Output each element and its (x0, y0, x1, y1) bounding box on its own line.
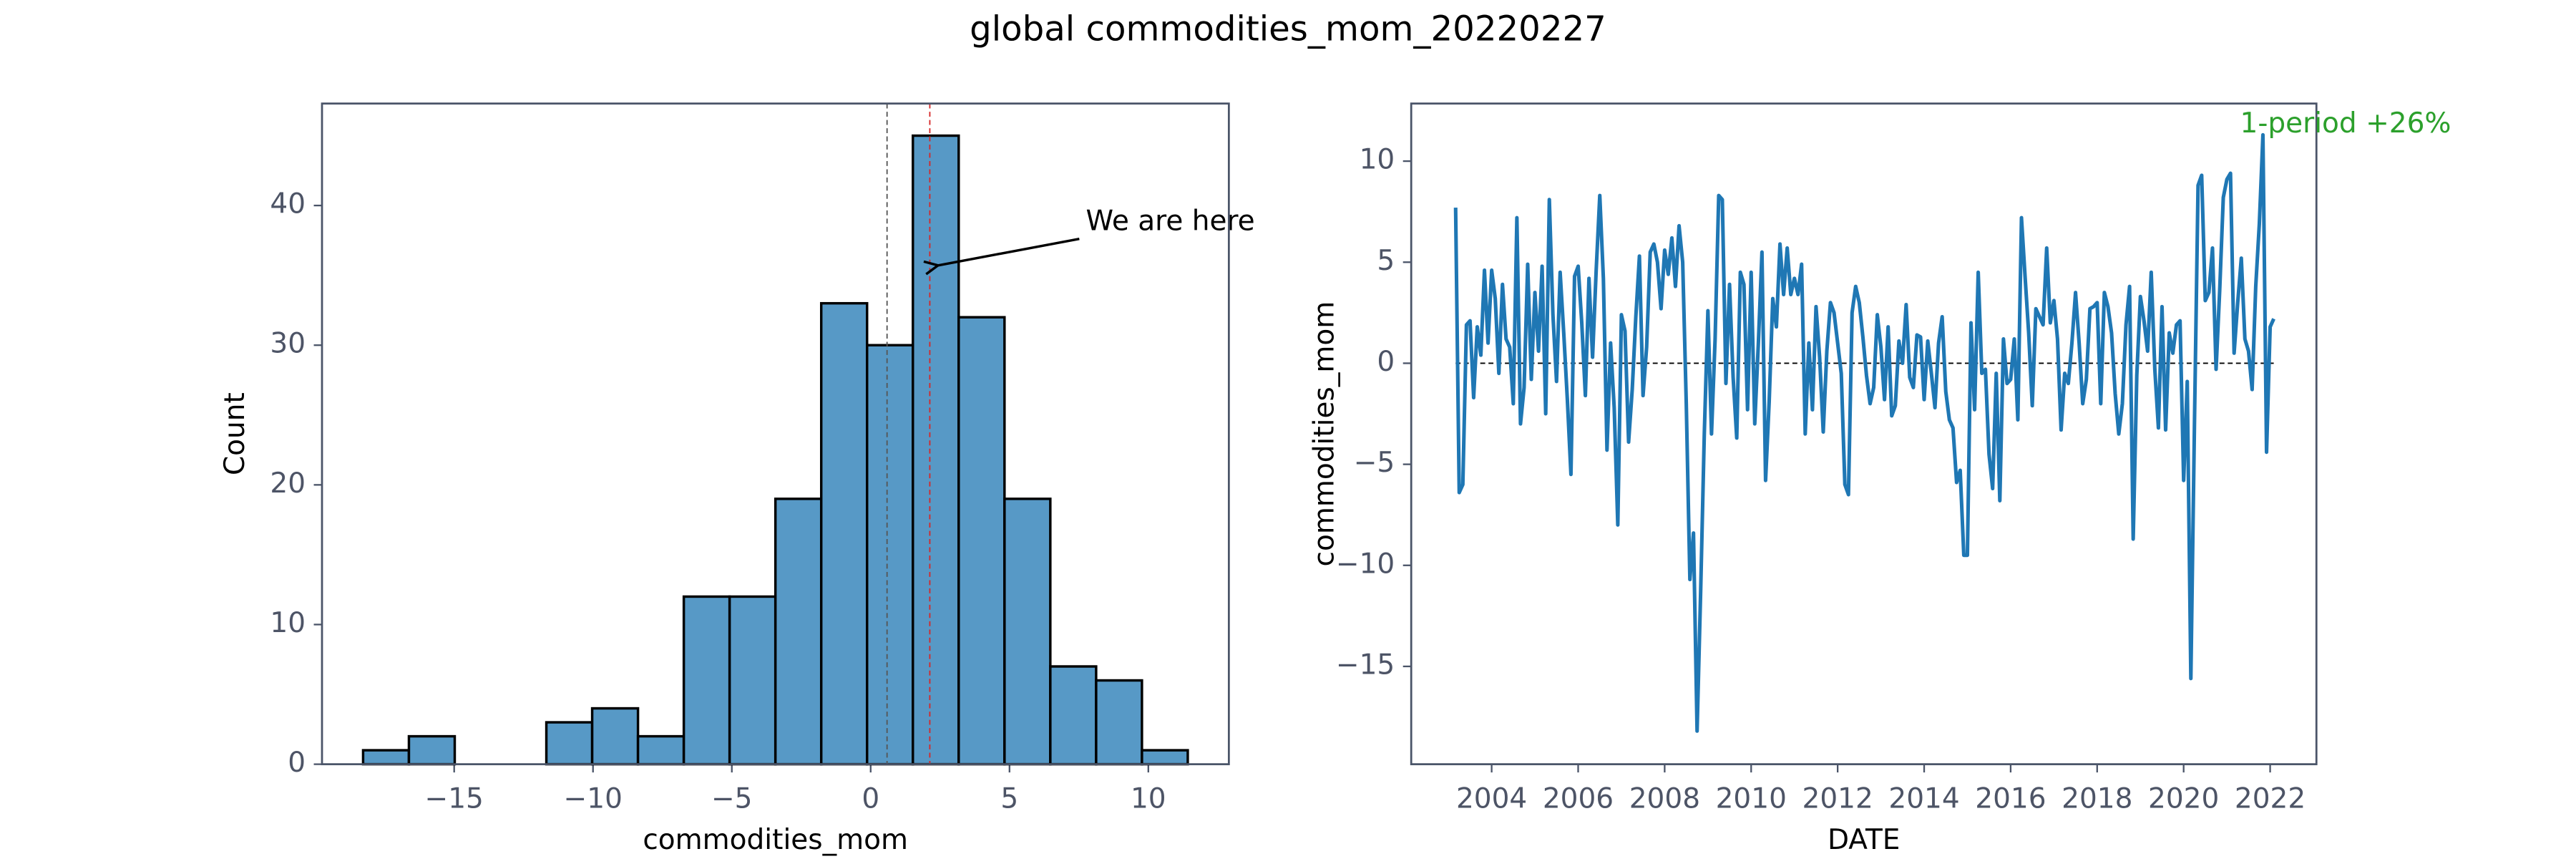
histogram-bar (1003, 498, 1052, 766)
y-tick-label: 0 (1377, 346, 1395, 378)
annotation-arrowhead (923, 260, 941, 276)
x-tick-label: 2010 (1716, 783, 1787, 815)
x-tick-label: 2016 (1975, 783, 2046, 815)
x-tick-label: 2008 (1629, 783, 1700, 815)
x-axis-label: DATE (1828, 824, 1901, 856)
y-tick-label: 0 (288, 747, 306, 779)
y-tick-label: 20 (270, 467, 306, 500)
figure-title: global commodities_mom_20220227 (970, 9, 1606, 49)
histogram-bar (957, 316, 1006, 766)
y-tick-label: −10 (1336, 548, 1395, 580)
annotation: We are here (1086, 205, 1255, 237)
histogram-bar (407, 734, 457, 766)
axes-frame (321, 102, 1230, 765)
x-tick-label: 2020 (2148, 783, 2219, 815)
histogram-bar (1141, 749, 1189, 766)
histogram-bar (361, 749, 411, 766)
x-tick-label: 0 (862, 783, 879, 815)
data-line (1453, 132, 2275, 733)
y-tick-label: 10 (1360, 144, 1395, 176)
histogram-bar (1095, 679, 1143, 766)
x-tick-label: 2006 (1543, 783, 1614, 815)
x-tick-label: −10 (564, 783, 623, 815)
histogram-bar (774, 498, 823, 766)
histogram-bar (866, 344, 914, 766)
y-tick-label: 30 (270, 328, 306, 360)
y-tick-label: 10 (270, 607, 306, 639)
x-tick-label: −15 (425, 783, 484, 815)
histogram-bar (1049, 665, 1098, 766)
x-tick-label: 2004 (1456, 783, 1527, 815)
x-tick-label: 2018 (2062, 783, 2132, 815)
histogram-bar (545, 721, 594, 766)
histogram-bar (590, 707, 640, 766)
axes-frame (1410, 102, 2318, 765)
histogram-bar (682, 595, 731, 766)
histogram-bar (636, 734, 686, 766)
x-tick-label: 2014 (1888, 783, 1959, 815)
y-axis-label: commodities_mom (1308, 301, 1340, 567)
y-axis-label: Count (219, 392, 251, 475)
x-tick-label: 5 (1000, 783, 1018, 815)
x-axis-label: commodities_mom (643, 824, 908, 856)
annotation-arrow (937, 238, 1080, 267)
x-tick-label: −5 (711, 783, 753, 815)
annotation: 1-period +26% (2240, 107, 2451, 140)
x-tick-label: 10 (1131, 783, 1166, 815)
y-tick-label: 40 (270, 188, 306, 220)
histogram-bar (912, 134, 960, 766)
x-tick-label: 2012 (1802, 783, 1873, 815)
histogram-bar (728, 595, 777, 766)
histogram-bar (819, 301, 869, 766)
x-tick-label: 2022 (2235, 783, 2306, 815)
y-tick-label: −5 (1354, 447, 1395, 479)
y-tick-label: −15 (1336, 649, 1395, 681)
y-tick-label: 5 (1377, 245, 1395, 277)
